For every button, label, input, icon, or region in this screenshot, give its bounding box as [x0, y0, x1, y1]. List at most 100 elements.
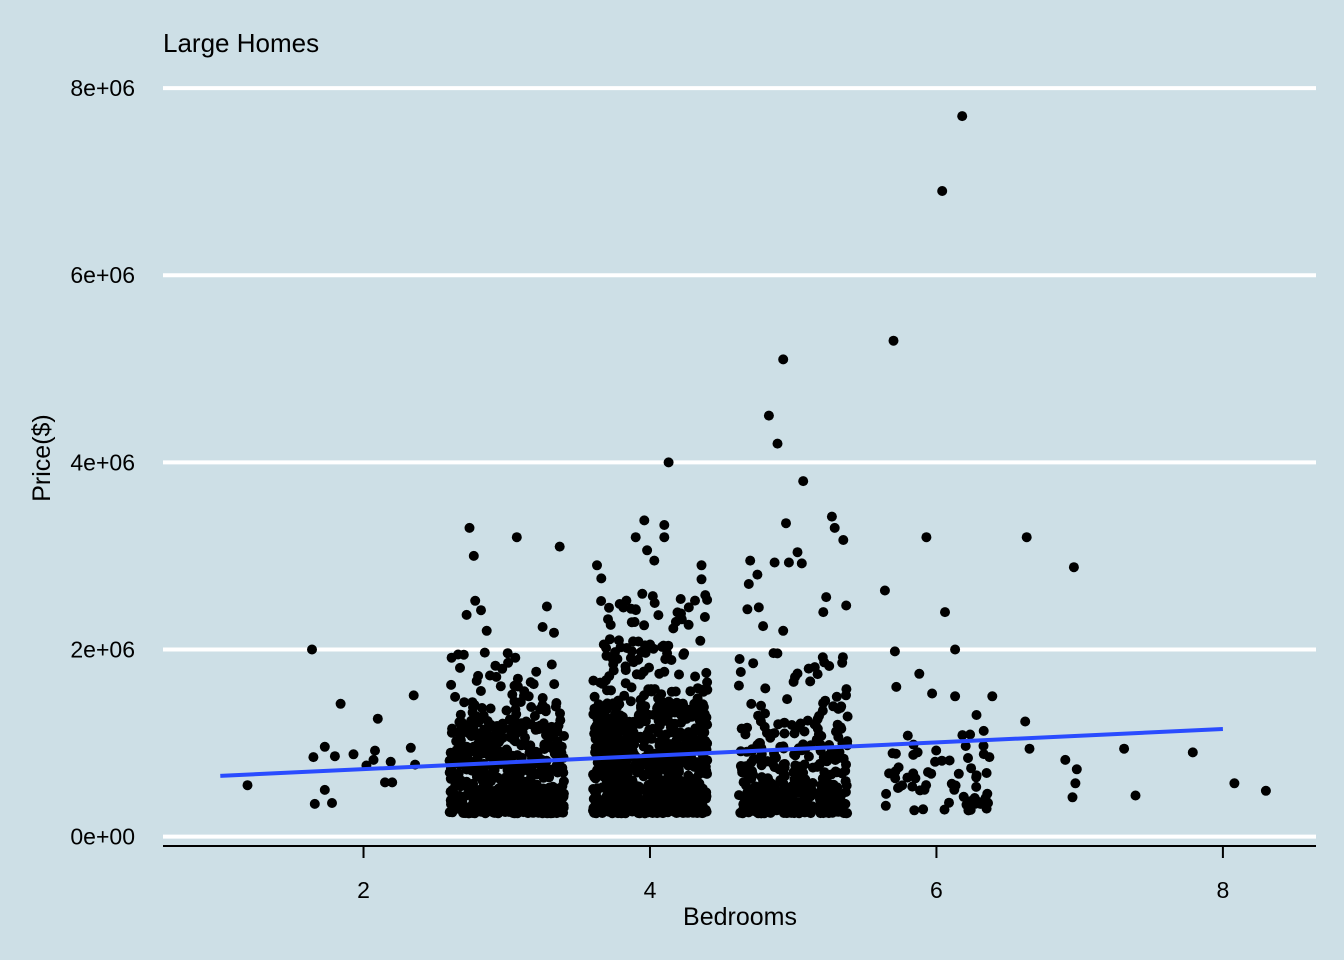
data-point [466, 715, 477, 726]
data-point [604, 671, 615, 682]
data-point [447, 787, 458, 797]
data-point [593, 699, 604, 710]
data-point [475, 686, 486, 696]
data-point [816, 780, 827, 791]
data-point [485, 670, 495, 681]
data-point [308, 752, 319, 763]
data-point [902, 730, 913, 741]
data-point [510, 762, 521, 773]
data-point [1119, 743, 1130, 754]
data-point [734, 654, 745, 664]
data-point [697, 766, 708, 777]
data-point [699, 612, 710, 622]
data-point [761, 756, 772, 767]
data-point [512, 781, 523, 792]
data-point [817, 705, 828, 716]
data-point [630, 605, 641, 616]
data-point [648, 643, 659, 654]
data-point [549, 765, 560, 775]
data-point [702, 594, 713, 605]
data-point [510, 652, 521, 663]
data-point [446, 796, 457, 807]
data-point [835, 702, 846, 713]
data-point [372, 713, 383, 724]
data-point [482, 723, 493, 734]
data-point [631, 669, 642, 680]
data-point [890, 748, 901, 759]
data-point [940, 607, 950, 618]
data-point [594, 736, 605, 747]
data-point [528, 679, 539, 690]
data-point [588, 769, 599, 780]
data-point [663, 757, 674, 768]
data-point [676, 717, 687, 728]
data-point [699, 736, 710, 747]
data-point [931, 745, 942, 756]
data-point [769, 728, 780, 739]
data-point [689, 698, 700, 709]
data-point [683, 619, 694, 630]
data-point [957, 730, 968, 741]
data-point [385, 756, 396, 767]
data-point [830, 766, 841, 777]
data-point [832, 753, 843, 764]
data-point [625, 696, 636, 707]
data-point [790, 672, 800, 682]
data-point [668, 795, 679, 805]
x-axis-title: Bedrooms [683, 903, 797, 931]
data-point [779, 728, 790, 739]
y-tick-label: 0e+00 [70, 824, 135, 850]
data-point [735, 667, 746, 677]
data-point [759, 721, 770, 732]
data-point [754, 791, 765, 802]
data-point [594, 761, 605, 772]
data-point [682, 778, 693, 789]
data-point [629, 617, 640, 627]
data-point [470, 595, 481, 606]
data-point [781, 518, 791, 529]
data-point [528, 783, 539, 794]
data-point [634, 781, 644, 792]
data-point [457, 797, 468, 808]
data-point [653, 715, 664, 726]
data-point [446, 679, 457, 690]
data-point [676, 614, 687, 625]
data-point [603, 614, 613, 625]
data-point [840, 765, 851, 776]
data-point [549, 627, 559, 638]
data-point [446, 652, 457, 663]
data-point [803, 663, 814, 674]
data-point [803, 751, 814, 762]
data-point [663, 696, 674, 707]
data-point [628, 636, 639, 647]
data-point [476, 605, 486, 616]
data-point [690, 595, 700, 606]
data-point [524, 747, 535, 758]
data-point [604, 713, 615, 724]
trend-line-group [220, 727, 1223, 778]
data-point [659, 532, 670, 543]
data-point [645, 782, 656, 793]
data-point [619, 690, 630, 701]
data-point [1020, 716, 1031, 727]
data-point [638, 771, 649, 782]
data-point [533, 807, 544, 818]
data-point [602, 698, 613, 709]
data-point [541, 601, 552, 612]
data-point [549, 748, 560, 759]
x-tick-label: 6 [930, 877, 943, 903]
x-tick-label: 4 [644, 877, 657, 903]
data-point [685, 686, 696, 697]
data-point [1130, 790, 1141, 801]
data-point [752, 569, 763, 580]
data-point [666, 655, 677, 665]
data-point [957, 111, 968, 122]
data-point [610, 647, 620, 658]
data-point [512, 805, 522, 816]
data-point [455, 662, 465, 673]
data-point [774, 764, 785, 775]
data-point [971, 770, 982, 781]
data-point [907, 781, 918, 792]
data-point [512, 673, 523, 684]
data-point [511, 794, 522, 805]
